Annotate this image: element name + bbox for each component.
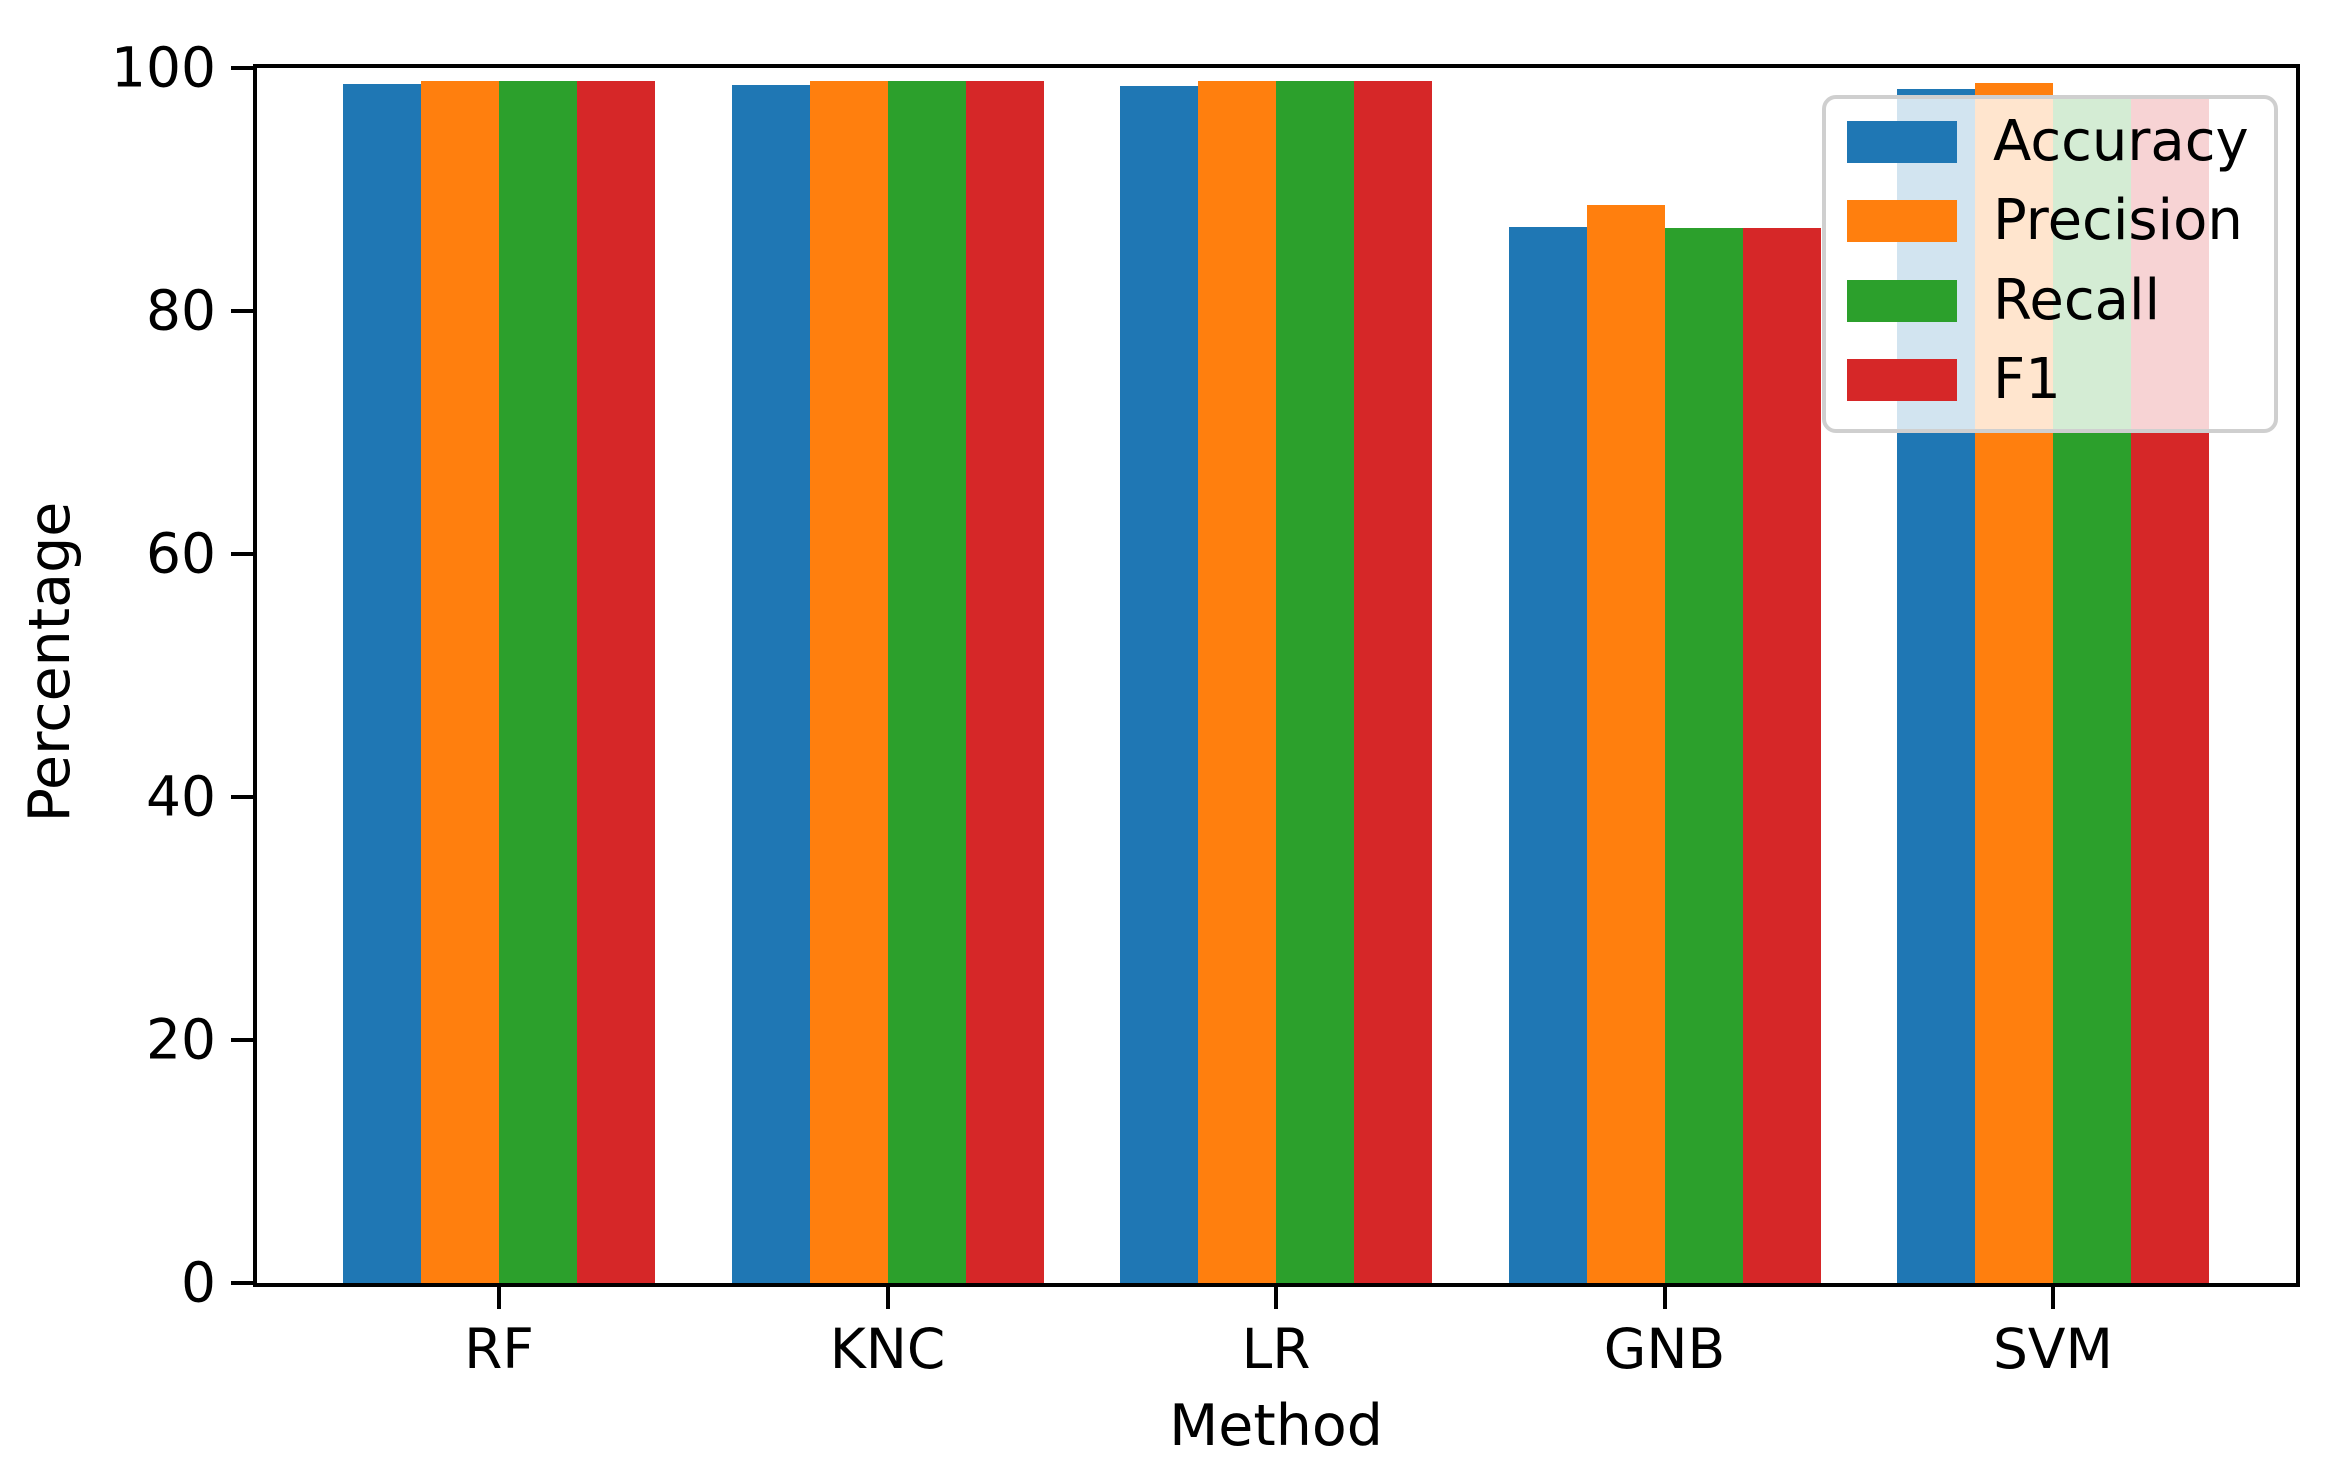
legend-item-recall: Recall [1847, 272, 2256, 328]
y-tick-mark-100 [231, 66, 253, 70]
bar-lr-f1 [1354, 81, 1432, 1283]
legend-label-f1: F1 [1993, 346, 2061, 412]
y-tick-label-100: 100 [111, 35, 216, 100]
x-tick-mark-rf [497, 1287, 501, 1309]
y-tick-mark-80 [231, 309, 253, 313]
legend-label-precision: Precision [1993, 188, 2243, 254]
y-tick-label-60: 60 [146, 521, 216, 586]
x-tick-label-rf: RF [464, 1317, 534, 1381]
legend: Accuracy Precision Recall F1 [1822, 95, 2278, 433]
legend-item-precision: Precision [1847, 193, 2256, 249]
bar-knc-precision [809, 81, 888, 1283]
bar-knc-accuracy [731, 85, 810, 1283]
bar-lr-precision [1198, 81, 1276, 1283]
bar-rf-accuracy [343, 83, 421, 1283]
bar-rf-recall [499, 81, 577, 1283]
x-tick-label-svm: SVM [1993, 1317, 2113, 1381]
legend-item-f1: F1 [1847, 351, 2256, 407]
bar-knc-f1 [965, 81, 1044, 1283]
y-tick-label-80: 80 [146, 278, 216, 343]
bar-gnb-recall [1664, 228, 1743, 1283]
bar-lr-accuracy [1120, 86, 1198, 1283]
x-tick-mark-svm [2051, 1287, 2055, 1309]
y-tick-mark-40 [231, 795, 253, 799]
y-tick-label-0: 0 [181, 1250, 216, 1315]
x-tick-mark-lr [1274, 1287, 1278, 1309]
x-tick-label-lr: LR [1241, 1317, 1311, 1381]
y-tick-label-20: 20 [146, 1007, 216, 1072]
bar-rf-precision [421, 81, 499, 1283]
x-tick-mark-gnb [1662, 1287, 1667, 1309]
bar-rf-f1 [577, 81, 655, 1283]
x-axis-title: Method [1169, 1393, 1383, 1459]
bar-gnb-f1 [1742, 228, 1821, 1283]
legend-label-accuracy: Accuracy [1993, 109, 2249, 174]
y-tick-mark-20 [231, 1038, 253, 1042]
x-tick-label-gnb: GNB [1603, 1317, 1726, 1381]
bar-knc-recall [887, 81, 966, 1283]
legend-item-accuracy: Accuracy [1847, 114, 2256, 170]
legend-swatch-accuracy [1847, 121, 1957, 163]
y-tick-mark-60 [231, 552, 253, 556]
y-tick-mark-0 [231, 1281, 253, 1285]
y-axis-title: Percentage [17, 501, 83, 823]
x-tick-mark-knc [885, 1287, 890, 1309]
legend-label-recall: Recall [1993, 267, 2161, 333]
bar-gnb-precision [1586, 205, 1665, 1283]
bar-lr-recall [1276, 81, 1354, 1283]
bar-gnb-accuracy [1508, 227, 1587, 1283]
y-tick-label-40: 40 [146, 764, 216, 829]
x-tick-label-knc: KNC [829, 1317, 946, 1381]
legend-swatch-f1 [1847, 358, 1957, 401]
legend-swatch-precision [1847, 200, 1957, 243]
legend-swatch-recall [1847, 279, 1957, 322]
